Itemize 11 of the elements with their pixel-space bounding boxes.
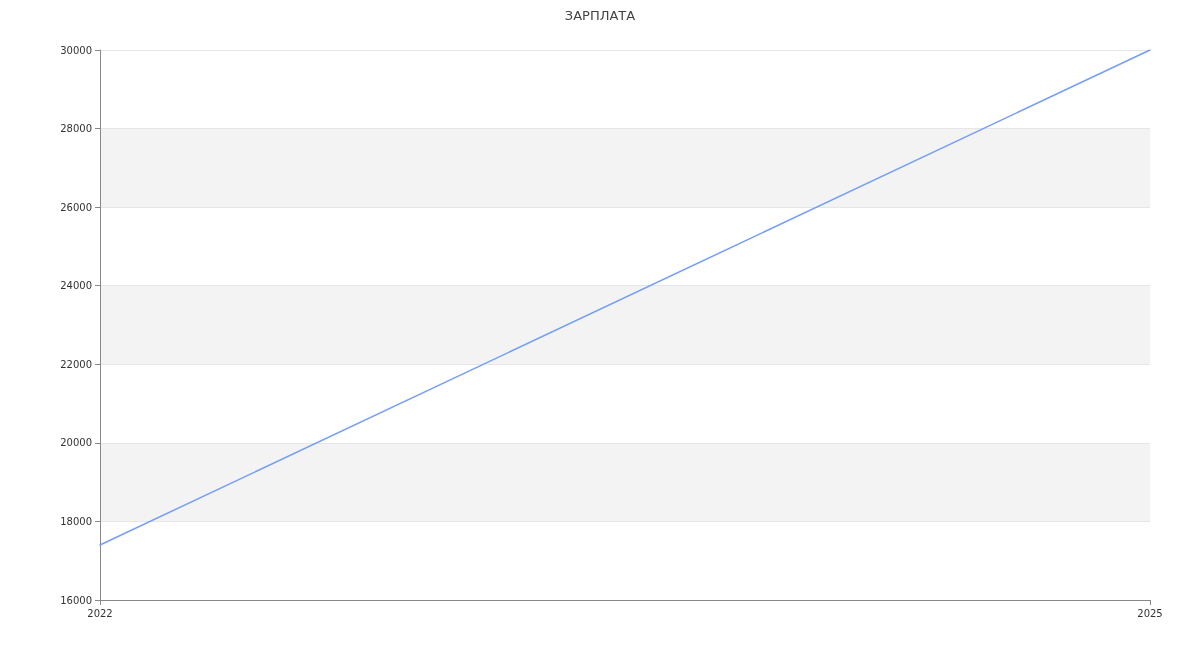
y-tick-label: 26000 bbox=[60, 201, 92, 213]
y-tick-label: 28000 bbox=[60, 123, 92, 135]
x-tick-label: 2022 bbox=[87, 607, 113, 619]
x-tick-label: 2025 bbox=[1137, 607, 1163, 619]
y-tick-label: 24000 bbox=[60, 280, 92, 292]
y-tick-label: 22000 bbox=[60, 358, 92, 370]
y-tick-label: 20000 bbox=[60, 437, 92, 449]
chart-title: ЗАРПЛАТА bbox=[564, 8, 636, 23]
y-tick-label: 16000 bbox=[60, 594, 92, 606]
y-tick-label: 30000 bbox=[60, 44, 92, 56]
y-tick-label: 18000 bbox=[60, 515, 92, 527]
